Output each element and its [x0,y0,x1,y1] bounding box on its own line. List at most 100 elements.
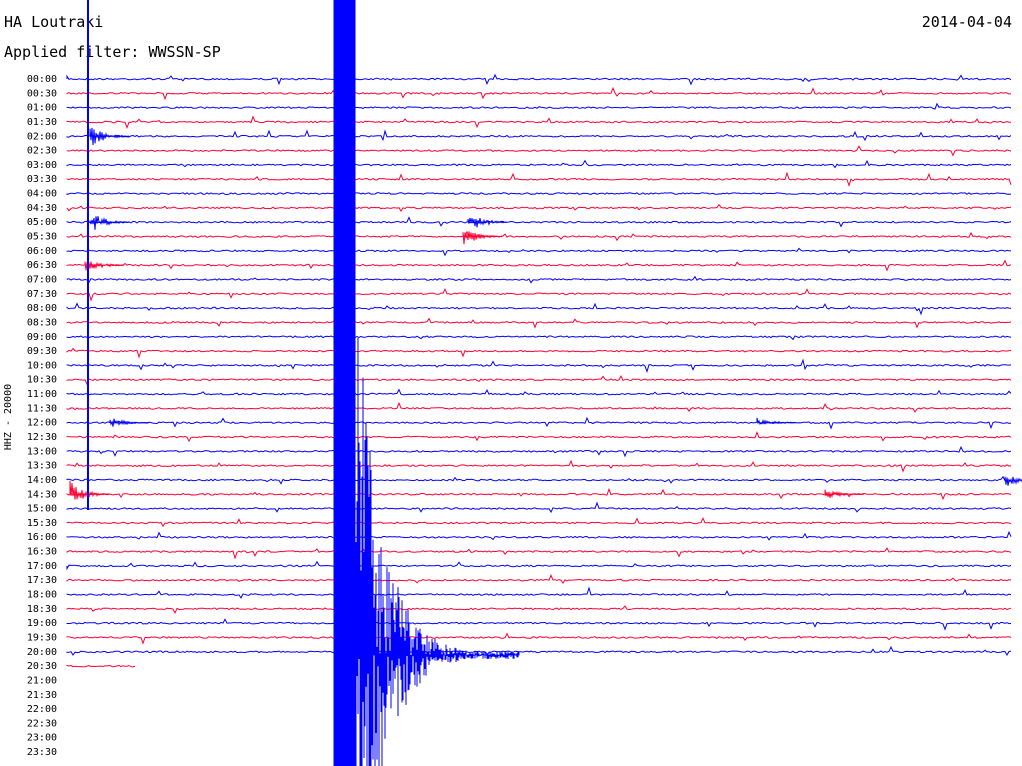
trace [66,230,1012,242]
time-label: 03:30 [27,174,57,185]
trace [66,288,1012,302]
trace [66,401,1012,413]
trace [66,171,1012,188]
time-label: 20:00 [27,647,57,658]
time-label: 16:30 [27,547,57,558]
trace [66,86,1012,101]
time-label: 18:00 [27,590,57,601]
trace [66,102,1012,111]
time-label: 11:00 [27,389,57,400]
event-burst [84,261,125,273]
event-burst [89,216,130,230]
time-label: 21:30 [27,690,57,701]
trace [66,335,1012,341]
event-burst [109,418,150,427]
trace [66,416,1012,430]
trace [66,216,1012,228]
time-label: 10:30 [27,375,57,386]
event-burst [1004,476,1022,486]
time-label: 17:30 [27,575,57,586]
time-label: 04:00 [27,189,57,200]
trace [66,516,1012,528]
trace [66,487,1012,501]
trace [66,605,1012,615]
trace [66,431,1012,443]
time-label: 12:00 [27,418,57,429]
trace [66,347,1012,359]
time-label: 23:30 [27,747,57,758]
time-label: 19:30 [27,632,57,643]
axis-label: HHZ - 20000 [3,384,14,450]
time-label: 06:00 [27,246,57,257]
trace [66,317,1012,329]
time-label: 07:30 [27,289,57,300]
trace [66,586,1012,599]
time-label: 09:00 [27,332,57,343]
traces [66,0,1022,766]
event-burst [69,480,110,500]
trace [66,259,1012,272]
trace [66,459,1012,473]
trace [66,530,1012,541]
event-burst [462,231,503,245]
event-burst [467,217,508,228]
time-label: 00:30 [27,88,57,99]
time-label: 17:00 [27,561,57,572]
time-label: 03:00 [27,160,57,171]
filter-label: Applied filter: WWSSN-SP [4,43,221,61]
time-label: 00:00 [27,74,57,85]
event-burst [89,127,130,146]
trace [66,560,1012,571]
date-label: 2014-04-04 [922,13,1012,31]
time-label: 14:00 [27,475,57,486]
time-label: 20:30 [27,661,57,672]
trace [66,275,1012,284]
time-label: 04:30 [27,203,57,214]
time-label: 15:30 [27,518,57,529]
time-label: 23:00 [27,733,57,744]
time-label: 22:30 [27,718,57,729]
trace [66,191,1012,196]
trace [66,574,1012,585]
trace [66,445,1012,458]
trace [66,475,1012,485]
time-label: 13:00 [27,446,57,457]
trace [66,302,1012,316]
trace [66,203,1012,212]
trace [66,547,1012,560]
time-label: 02:00 [27,131,57,142]
time-label: 01:00 [27,103,57,114]
time-label: 09:30 [27,346,57,357]
main-event [333,0,520,766]
trace [66,632,1012,645]
trace [66,358,1012,373]
trace [66,501,1012,514]
trace [66,664,136,668]
time-label: 05:00 [27,217,57,228]
trace [66,144,1012,157]
time-label: 15:00 [27,504,57,515]
trace [66,115,1011,130]
trace [66,73,1012,86]
time-label: 08:00 [27,303,57,314]
trace [66,618,1012,631]
trace [66,388,1012,396]
time-label: 12:30 [27,432,57,443]
trace [66,247,1012,257]
time-label: 16:00 [27,532,57,543]
event-burst [824,489,865,499]
trace [66,374,1012,386]
time-label: 02:30 [27,146,57,157]
time-label: 13:30 [27,461,57,472]
time-label: 19:00 [27,618,57,629]
time-label: 14:30 [27,489,57,500]
time-label: 01:30 [27,117,57,128]
station-name: HA Loutraki [4,13,103,31]
trace [66,129,1012,142]
event-burst [756,417,797,426]
trace [66,645,1012,657]
trace [66,159,1012,169]
time-label: 22:00 [27,704,57,715]
